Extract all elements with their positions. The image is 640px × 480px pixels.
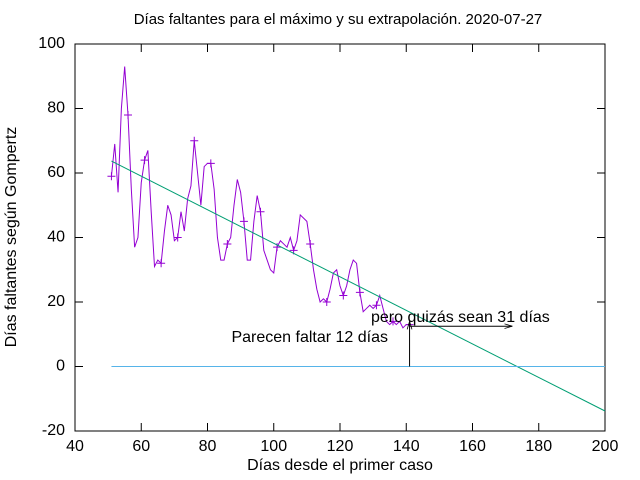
x-tick-label: 80 bbox=[199, 438, 217, 455]
point-marker bbox=[372, 301, 381, 310]
y-tick-label: 20 bbox=[47, 293, 65, 310]
x-tick-label: 60 bbox=[132, 438, 150, 455]
x-tick-label: 200 bbox=[592, 438, 619, 455]
point-marker bbox=[339, 291, 348, 300]
x-tick-label: 40 bbox=[66, 438, 84, 455]
x-tick-label: 140 bbox=[393, 438, 420, 455]
point-marker bbox=[124, 110, 132, 119]
point-marker bbox=[306, 239, 315, 248]
point-marker bbox=[389, 317, 397, 326]
point-marker bbox=[322, 298, 331, 306]
point-marker bbox=[190, 136, 199, 145]
y-tick-label: 40 bbox=[47, 229, 65, 246]
series-line bbox=[111, 160, 606, 412]
plot-border bbox=[74, 43, 606, 432]
y-axis-label: Días faltantes según Gompertz bbox=[3, 127, 20, 348]
point-marker bbox=[239, 217, 248, 226]
y-tick-label: 60 bbox=[47, 164, 65, 181]
point-marker bbox=[107, 172, 116, 181]
point-marker bbox=[355, 288, 364, 297]
series-line bbox=[110, 66, 410, 329]
point-marker bbox=[173, 233, 182, 242]
y-tick-label: 80 bbox=[47, 100, 65, 117]
x-tick-label: 160 bbox=[459, 438, 486, 455]
y-tick-label: 100 bbox=[38, 35, 65, 52]
point-marker bbox=[140, 156, 149, 165]
x-tick-label: 120 bbox=[327, 438, 354, 455]
point-marker bbox=[223, 239, 232, 248]
x-tick-label: 100 bbox=[260, 438, 287, 455]
x-axis-label: Días desde el primer caso bbox=[247, 457, 433, 474]
y-tick-label: 0 bbox=[56, 358, 65, 375]
annotation: Parecen faltar 12 días bbox=[231, 329, 388, 346]
point-marker bbox=[206, 159, 215, 168]
y-tick-label: -20 bbox=[42, 422, 65, 439]
x-tick-label: 180 bbox=[525, 438, 552, 455]
point-marker bbox=[157, 259, 166, 268]
point-marker bbox=[256, 207, 265, 216]
point-marker bbox=[273, 243, 282, 252]
annotation: pero quizás sean 31 días bbox=[371, 309, 550, 326]
chart-title: Días faltantes para el máximo y su extra… bbox=[134, 11, 543, 28]
